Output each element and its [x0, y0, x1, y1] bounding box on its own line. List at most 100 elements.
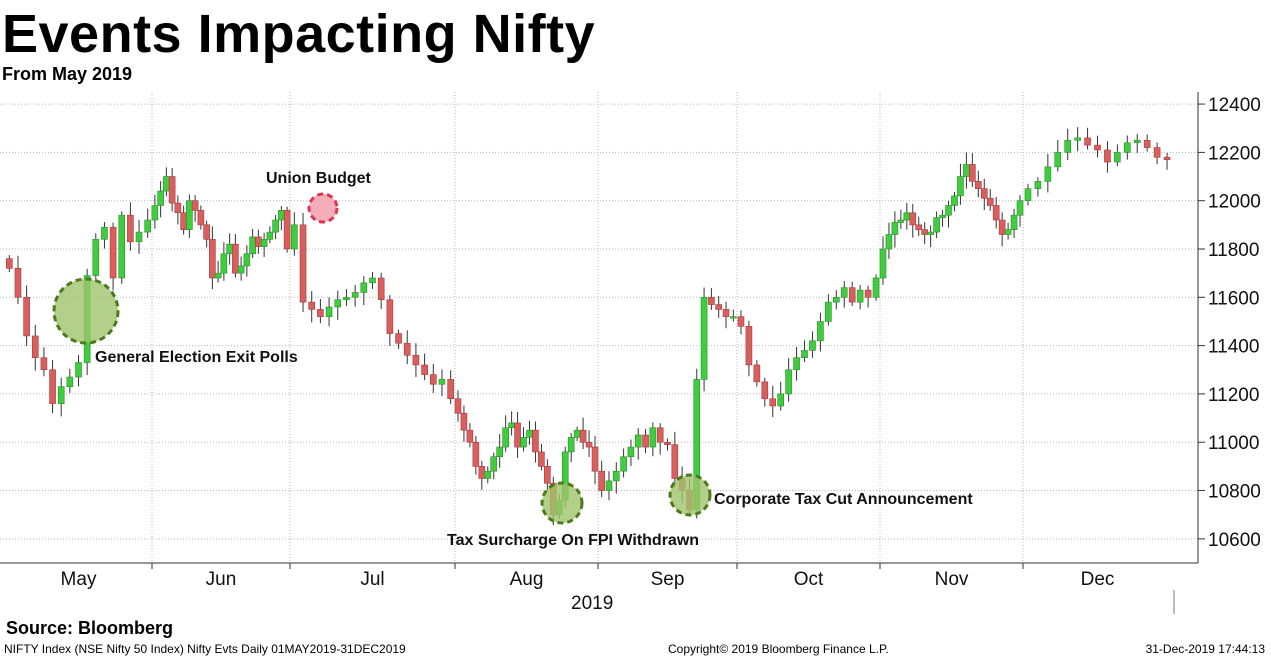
x-tick-label: Jun [206, 569, 237, 590]
candle [1024, 183, 1032, 206]
annotation-fpi: Tax Surcharge On FPI Withdrawn [447, 532, 699, 549]
candle [220, 242, 228, 281]
candle [490, 452, 498, 480]
candle [334, 290, 342, 320]
y-tick-label: 10800 [1208, 482, 1261, 503]
candle [283, 206, 291, 253]
candle [438, 369, 446, 397]
candle [101, 221, 108, 249]
candle [769, 385, 777, 418]
candle [203, 220, 210, 248]
candle [975, 170, 982, 198]
candle [1034, 177, 1042, 197]
candle [1143, 134, 1151, 152]
candle [585, 430, 593, 457]
footer-copyright: Copyright© 2019 Bloomberg Finance L.P. [668, 642, 889, 656]
candle [484, 466, 492, 484]
candle [1016, 195, 1024, 227]
candle [186, 194, 193, 238]
candle [801, 340, 808, 363]
candle [793, 346, 800, 381]
candle [573, 426, 581, 442]
candle [23, 285, 30, 346]
marker-election [52, 277, 120, 345]
candle [429, 363, 437, 393]
candle [945, 200, 952, 228]
candle [260, 232, 268, 257]
candle [454, 390, 462, 422]
candle [127, 202, 134, 251]
candle [66, 368, 74, 393]
candle [403, 330, 411, 365]
candle [299, 213, 307, 313]
y-tick-label: 11200 [1208, 385, 1259, 406]
candle [903, 203, 911, 230]
marker-fpi [540, 481, 584, 525]
candle [1084, 127, 1091, 150]
candle [598, 460, 605, 498]
candle [864, 285, 872, 308]
candle [1124, 135, 1131, 160]
candle [14, 255, 22, 305]
candle [1004, 222, 1012, 240]
x-tick-label: Dec [1081, 569, 1115, 590]
candle [478, 460, 486, 490]
candle [1010, 208, 1018, 238]
annotation-budget: Union Budget [266, 170, 372, 187]
candle [634, 428, 642, 460]
candle [730, 309, 737, 322]
candle [620, 448, 627, 478]
y-axis: 10600 10800 11000 11200 11400 11600 11800 12000… [1197, 92, 1261, 563]
chart-subtitle: From May 2019 [2, 64, 133, 84]
candle [377, 272, 385, 309]
candle [612, 462, 620, 494]
candle [933, 211, 940, 239]
candle [351, 284, 359, 307]
candle [386, 295, 394, 346]
x-tick-label: Jul [360, 569, 384, 590]
candle [642, 428, 649, 454]
candle [272, 214, 279, 240]
candle [957, 163, 964, 205]
candle [360, 276, 368, 306]
candle [308, 291, 316, 323]
candle [825, 294, 832, 326]
candle [174, 195, 182, 225]
x-tick-label: May [61, 569, 97, 590]
candle [40, 347, 48, 377]
candle [980, 178, 988, 211]
candlestick-series [6, 127, 1171, 526]
y-tick-label: 12200 [1208, 143, 1261, 164]
y-tick-label: 12000 [1208, 192, 1261, 213]
y-tick-label: 10600 [1208, 530, 1261, 551]
candle [49, 360, 56, 414]
candle [1133, 133, 1141, 154]
candle [921, 222, 928, 244]
x-tick-label: Oct [794, 569, 824, 590]
marker-tax-cut [668, 473, 712, 517]
footer-timestamp: 31-Dec-2019 17:44:13 [1145, 642, 1265, 656]
candle [708, 288, 715, 310]
candle [514, 412, 521, 458]
candle [664, 438, 671, 451]
candle [1054, 140, 1062, 172]
candle [627, 439, 635, 467]
candle [343, 289, 350, 307]
candle [986, 189, 994, 211]
candle [591, 435, 599, 485]
candle [1104, 141, 1111, 173]
candle [395, 329, 402, 349]
candle [31, 324, 39, 371]
candle [939, 209, 946, 227]
candle [466, 423, 474, 448]
candle [278, 206, 285, 231]
candle [1163, 152, 1171, 170]
candle [472, 435, 480, 475]
candle [538, 443, 545, 471]
candle [151, 194, 159, 229]
candle [266, 226, 274, 244]
candle [579, 417, 587, 449]
candle [421, 353, 428, 381]
candle [109, 222, 117, 291]
candle [168, 168, 176, 212]
